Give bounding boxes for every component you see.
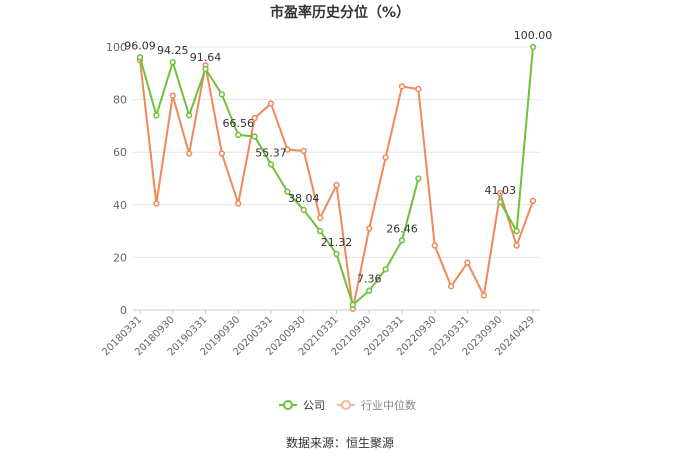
data-label: 7.36 [357,273,382,286]
industry-median-point [251,114,258,122]
chart-title: 市盈率历史分位（%） [270,4,410,21]
data-label: 21.32 [321,236,353,249]
company-point [169,58,176,66]
company-point [382,266,389,273]
data-label: 38.04 [288,192,320,205]
company-point [136,54,144,61]
company-point [333,250,340,258]
y-tick-label: 100 [106,41,127,54]
legend-swatch-marker [283,400,293,410]
industry-median-point [382,154,389,161]
industry-median-point [235,200,242,207]
axis-layer: 0204060801002018033120180930201903312019… [100,41,540,358]
data-label: 96.09 [124,39,156,52]
y-tick-label: 80 [113,94,127,107]
industry-median-point [300,147,307,155]
industry-median-point [284,146,291,153]
data-label: 55.37 [255,146,287,159]
industry-median-point [497,189,504,197]
industry-median-point [366,225,373,232]
legend-swatch-marker [341,400,351,410]
company-point [202,65,209,73]
industry-median-point [267,100,275,107]
company-point [398,237,406,244]
industry-median-point [464,259,471,266]
industry-median-point [316,214,324,222]
industry-median-point [480,292,488,299]
data-source-note: 数据来源：恒生聚源 [286,435,394,450]
data-label: 26.46 [386,222,418,235]
company-point [366,287,373,294]
industry-median-point [153,200,160,207]
y-tick-label: 40 [113,199,127,212]
company-point [284,188,291,195]
industry-median-point [415,85,422,93]
industry-median-point [529,197,537,205]
industry-median-point [333,181,340,189]
company-point [497,198,504,206]
company-point [235,131,242,139]
grid-layer [133,46,540,311]
company-line [139,57,420,306]
company-point [415,175,422,182]
industry-median-point [218,150,226,157]
industry-median-point [431,242,438,249]
data-label: 94.25 [157,44,189,57]
company-point [513,227,520,235]
company-point [300,206,307,214]
y-tick-label: 60 [113,146,127,159]
legend-label: 行业中位数 [361,398,416,412]
industry-median-point [447,283,455,290]
legend-item-industry-median[interactable]: 行业中位数 [337,398,416,412]
company-point [267,161,275,168]
company-point [153,112,160,119]
company-point [185,112,193,119]
company-point [218,91,226,98]
data-label: 66.56 [223,117,255,130]
y-tick-label: 20 [113,251,127,264]
industry-median-point [398,83,406,90]
industry-median-point [185,150,193,157]
legend: 公司 行业中位数 [279,398,416,412]
legend-label: 公司 [303,399,325,412]
company-point [349,301,357,308]
data-label: 41.03 [485,184,517,197]
data-label: 91.64 [190,51,222,64]
company-line [499,46,534,233]
y-tick-label: 0 [120,304,127,317]
series-layer [136,43,537,312]
company-point [529,43,537,51]
company-point [251,133,258,140]
data-label: 100.00 [514,29,553,42]
industry-median-point [513,242,520,249]
industry-median-point [169,92,176,99]
company-point [316,227,324,235]
legend-item-company[interactable]: 公司 [279,399,325,412]
